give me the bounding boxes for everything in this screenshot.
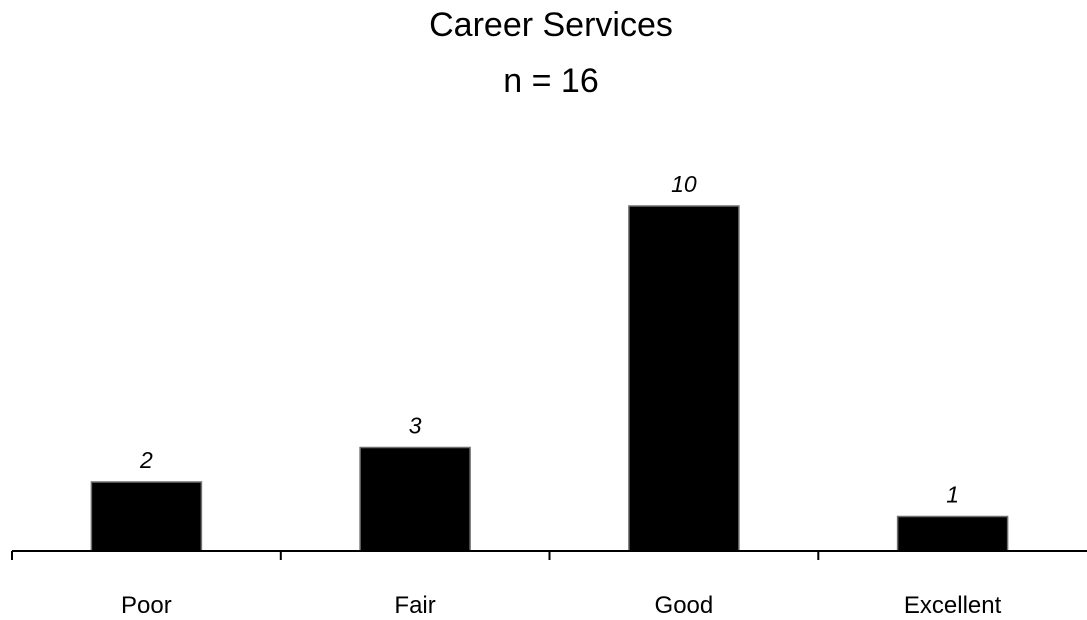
x-tick-label-fair: Fair	[394, 592, 435, 619]
chart-title: Career Services	[429, 6, 673, 44]
bars-layer	[90, 205, 1009, 552]
data-labels-layer: 2 3 10 1	[139, 171, 959, 508]
x-tick-label-excellent: Excellent	[904, 592, 1002, 619]
x-tick-label-poor: Poor	[121, 592, 172, 619]
data-label-fair: 3	[409, 413, 422, 439]
bar-good	[628, 205, 740, 552]
data-label-poor: 2	[139, 447, 153, 473]
x-tick-label-good: Good	[655, 592, 714, 619]
x-tick-labels-layer: Poor Fair Good Excellent	[121, 592, 1002, 619]
data-label-excellent: 1	[946, 482, 959, 508]
bar-fair	[359, 446, 471, 552]
chart-subtitle: n = 16	[503, 62, 598, 100]
x-axis	[11, 550, 1087, 560]
bar-poor	[90, 481, 203, 552]
bar-excellent	[896, 515, 1009, 552]
data-label-good: 10	[671, 171, 697, 197]
